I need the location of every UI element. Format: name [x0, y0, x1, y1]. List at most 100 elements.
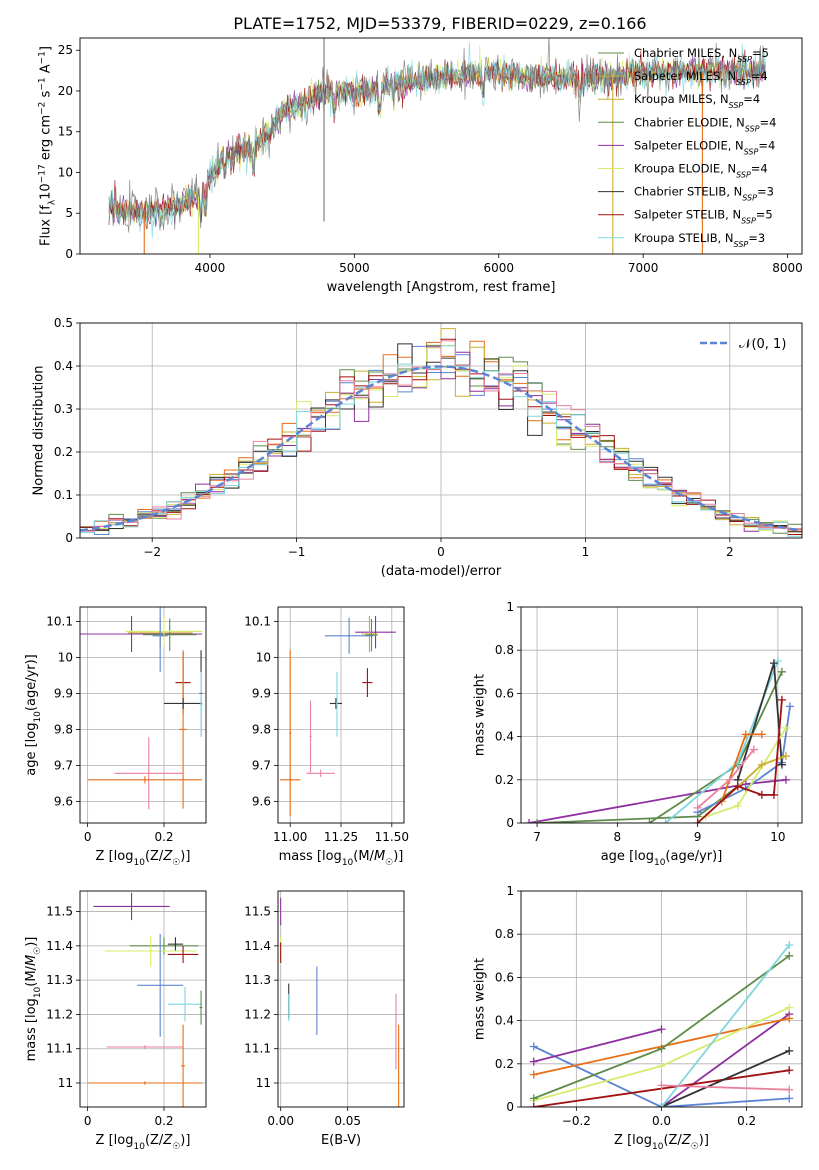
- figure-title: PLATE=1752, MJD=53379, FIBERID=0229, z=0…: [233, 14, 646, 33]
- x-tick-label: 0.00: [267, 1114, 294, 1128]
- massweight_vs_age-panel: 7 8 9 10 0 0.2 0.4 0.6 0.8 1 age [log10(age/yr)] ma…: [472, 600, 803, 868]
- mass-weight-marker: [529, 1042, 538, 1051]
- errorbar-point: [87, 1081, 203, 1085]
- mass-weight-marker: [529, 1070, 538, 1079]
- y-tick-label: 10.1: [244, 614, 271, 628]
- age_vs_Z-y-axis-label: age [log10(age/yr)]: [24, 654, 43, 776]
- mass-weight-marker: [657, 1081, 666, 1090]
- mass-weight-series: [661, 1049, 790, 1107]
- mass-weight-marker: [781, 723, 790, 732]
- mass-weight-marker: [777, 667, 786, 676]
- y-tick-label: 0: [506, 1100, 514, 1114]
- axes-frame: [79, 322, 803, 539]
- mass-weight-marker: [785, 941, 794, 949]
- mass-weight-marker: [749, 745, 758, 754]
- residuals-panel: −2 −1 0 1 2 0 0.1 0.2 0.3 0.4 0.5 (data-model)/erro…: [31, 316, 803, 579]
- mass-weight-marker: [529, 1103, 538, 1107]
- spectrum-series: [108, 49, 766, 230]
- y-tick-label: 0.1: [54, 488, 73, 502]
- mass-weight-marker: [741, 730, 750, 739]
- x-tick-label: −2: [143, 545, 161, 559]
- y-tick-label: 11.5: [244, 905, 271, 919]
- mass-weight-marker: [785, 951, 794, 960]
- y-tick-label: 9.6: [54, 794, 73, 808]
- spectrum-series: [108, 38, 766, 233]
- errorbar-point: [181, 1024, 185, 1107]
- y-tick-label: 9.8: [54, 722, 73, 736]
- errorbar-point: [199, 990, 203, 1025]
- errorbar-point: [114, 737, 184, 810]
- age_vs_mass-panel: 11.00 11.25 11.50 9.6 9.7 9.8 9.9 10 10.1 mass [l…: [244, 606, 409, 868]
- age_vs_Z-plot-area: [80, 607, 206, 823]
- errorbar-point: [324, 617, 374, 654]
- axes-frame: [79, 890, 207, 1108]
- mass-weight-marker: [725, 775, 734, 784]
- mass-weight-marker: [769, 659, 778, 668]
- massweight_vs_age-plot-area: [521, 607, 802, 823]
- mass_vs_Z-x-axis-label: Z [log10(Z/Z☉)]: [96, 1133, 191, 1152]
- y-tick-label: 0: [65, 531, 73, 545]
- mass_vs_ebv-x-axis-label: E(B-V): [321, 1133, 361, 1148]
- legend-label: Kroupa STELIB, NSSP=3: [634, 231, 765, 249]
- mass-weight-marker: [529, 1094, 538, 1103]
- errorbar-point: [280, 778, 301, 782]
- massweight_vs_Z-x-axis-label: Z [log10(Z/Z☉)]: [614, 1133, 709, 1152]
- mass-weight-marker: [657, 1025, 666, 1034]
- y-tick-label: 0.2: [495, 773, 514, 787]
- x-tick-label: 0.2: [154, 830, 173, 844]
- mass-weight-marker: [777, 695, 786, 704]
- y-tick-label: 0: [65, 247, 73, 261]
- y-tick-label: 9.8: [252, 722, 271, 736]
- y-tick-label: 25: [58, 43, 73, 57]
- mass-weight-series: [533, 1028, 662, 1063]
- errorbar-point: [309, 700, 312, 773]
- y-tick-label: 11.2: [244, 1007, 271, 1021]
- mass-weight-series: [649, 671, 783, 823]
- y-tick-label: 1: [506, 884, 514, 898]
- legend-label: Chabrier STELIB, NSSP=3: [634, 185, 774, 203]
- errorbar-point: [143, 618, 197, 651]
- y-tick-label: 20: [58, 84, 73, 98]
- axes-frame: [277, 890, 405, 1108]
- mass-weight-marker: [769, 790, 778, 799]
- x-tick-label: −1: [288, 545, 306, 559]
- mass-weight-marker: [757, 760, 766, 769]
- mass-weight-marker: [733, 782, 742, 791]
- mass-weight-series: [661, 1084, 790, 1091]
- mass-weight-marker: [657, 1044, 666, 1053]
- mass-weight-marker: [781, 775, 790, 784]
- errorbar-point: [152, 607, 168, 672]
- axes-frame: [520, 606, 803, 824]
- y-tick-label: 0.8: [495, 927, 514, 941]
- y-tick-label: 0.6: [495, 970, 514, 984]
- legend-label: Chabrier ELODIE, NSSP=4: [634, 115, 776, 133]
- errorbar-point: [80, 616, 203, 652]
- age_vs_mass-plot-area: [278, 607, 404, 823]
- legend-label: Salpeter STELIB, NSSP=5: [634, 208, 773, 226]
- x-tick-label: 7000: [628, 261, 659, 275]
- age_vs_Z-x-axis-label: Z [log10(Z/Z☉)]: [96, 849, 191, 868]
- x-tick-label: 6000: [483, 261, 514, 275]
- mass-weight-marker: [773, 657, 782, 665]
- errorbar-point: [167, 945, 199, 963]
- y-tick-label: 9.7: [252, 758, 271, 772]
- errorbar-point: [137, 933, 184, 1037]
- mass-weight-marker: [785, 1094, 794, 1103]
- errorbar-point: [335, 671, 338, 737]
- axes-frame: [79, 37, 803, 255]
- mass-weight-marker: [781, 752, 790, 761]
- spectrum-legend: Chabrier MILES, NSSP=5 Salpeter MILES, NS…: [598, 46, 776, 248]
- mass_vs_Z-panel: 0 0.2 11 11.1 11.2 11.3 11.4 11.5 Z [log10(Z/Z☉)…: [24, 890, 207, 1152]
- spectrum-panel: 4000 5000 6000 7000 8000 0 5 10 15 20 25 wavelength…: [38, 37, 803, 295]
- y-tick-label: 0.6: [495, 686, 514, 700]
- x-tick-label: 4000: [195, 261, 226, 275]
- y-tick-label: 10: [58, 650, 73, 664]
- axes-frame: [79, 606, 207, 824]
- axes-frame: [277, 606, 405, 824]
- mass-weight-marker: [661, 819, 670, 823]
- mass-weight-marker: [785, 1085, 794, 1094]
- errorbar-point: [104, 935, 197, 967]
- y-tick-label: 0.4: [495, 1014, 514, 1028]
- x-tick-label: 0.0: [652, 1114, 671, 1128]
- residuals-x-axis-label: (data-model)/error: [381, 564, 502, 579]
